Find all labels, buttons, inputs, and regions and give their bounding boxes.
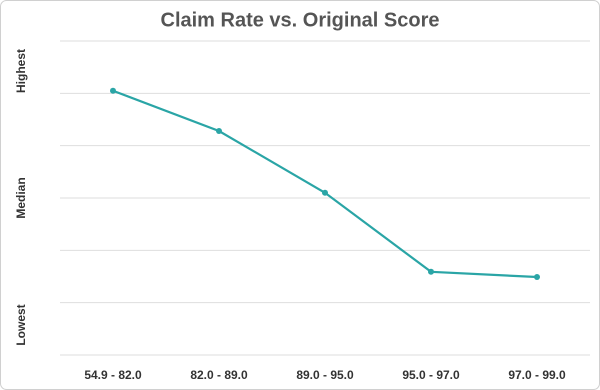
- point: [216, 128, 222, 135]
- point: [534, 274, 540, 281]
- chart-title: Claim Rate vs. Original Score: [161, 9, 440, 31]
- x-tick-label: 97.0 - 99.0: [508, 368, 566, 382]
- x-tick-label: 95.0 - 97.0: [402, 368, 460, 382]
- y-axis-label: Highest: [14, 49, 28, 93]
- x-tick-label: 82.0 - 89.0: [190, 368, 248, 382]
- y-axis-label: Median: [14, 177, 28, 218]
- point: [110, 87, 116, 94]
- y-axis-label: Lowest: [14, 304, 28, 345]
- point: [322, 189, 328, 196]
- point: [428, 268, 434, 275]
- x-tick-label: 54.9 - 82.0: [84, 368, 142, 382]
- x-tick-label: 89.0 - 95.0: [296, 368, 354, 382]
